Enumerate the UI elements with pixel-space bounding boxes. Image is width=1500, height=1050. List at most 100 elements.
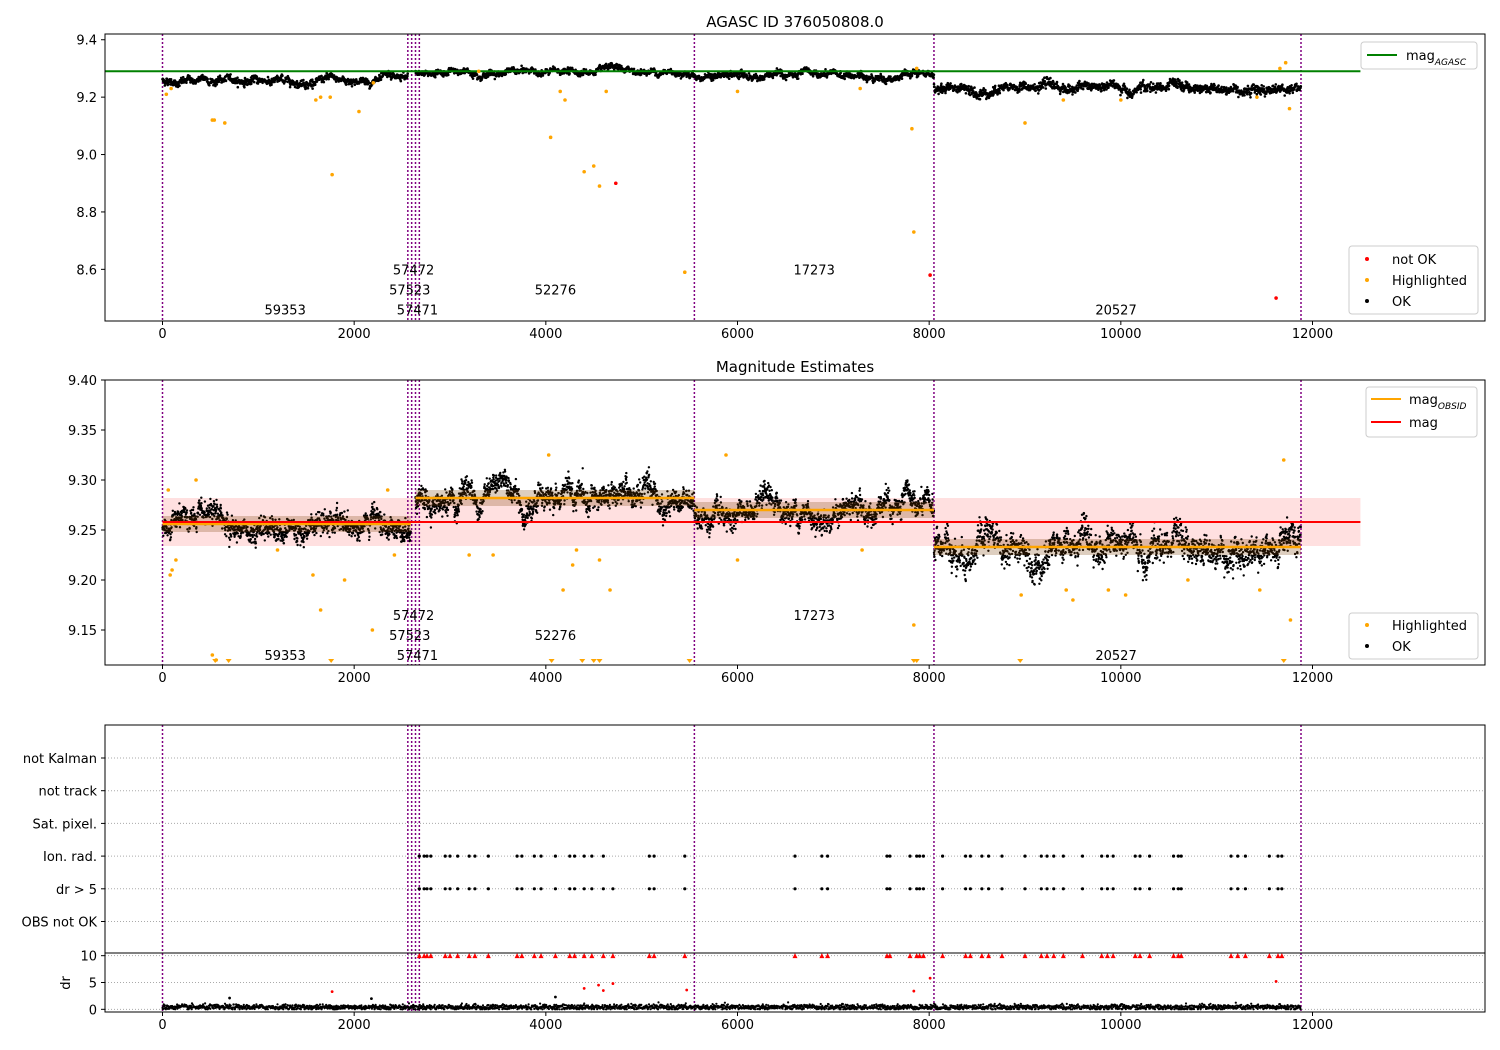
ok-point	[181, 75, 185, 79]
ok-point	[1049, 76, 1052, 80]
ok-point	[315, 531, 318, 535]
ok-point	[520, 64, 523, 68]
ok-point	[185, 511, 188, 514]
ok-point	[747, 72, 751, 75]
x-tick-label: 6000	[721, 327, 754, 342]
ok-point	[203, 511, 206, 514]
ok-point	[1112, 79, 1116, 82]
ok-point	[1068, 84, 1071, 88]
ok-point	[1100, 89, 1103, 92]
ok-point	[1295, 82, 1298, 86]
ok-point	[1180, 81, 1184, 84]
ok-point	[932, 82, 936, 86]
ok-point	[1225, 86, 1228, 89]
highlighted-point	[1283, 60, 1288, 65]
ok-point	[910, 74, 914, 78]
highlighted-point	[222, 121, 227, 125]
ok-point	[302, 546, 305, 549]
highlighted-point	[548, 135, 553, 140]
highlighted-point	[314, 98, 318, 102]
ok-point	[320, 74, 323, 78]
obsid-label: 20527	[1095, 304, 1136, 319]
ok-point	[1290, 84, 1293, 87]
ok-point	[253, 534, 256, 537]
ok-point	[711, 78, 715, 82]
ok-point	[313, 533, 316, 537]
ok-point	[1167, 84, 1171, 87]
ok-point	[329, 511, 332, 514]
ok-point	[229, 73, 232, 76]
ok-point	[254, 546, 257, 549]
ok-point	[967, 84, 970, 88]
ok-point	[255, 535, 259, 538]
ok-point	[273, 80, 276, 84]
highlighted-point	[682, 270, 687, 275]
ok-point	[228, 75, 232, 78]
ok-point	[220, 511, 223, 514]
p1-legend2-ok: OK	[1392, 295, 1411, 310]
notok-point	[928, 273, 932, 277]
ok-point	[1262, 87, 1266, 91]
ok-point	[235, 541, 239, 544]
ok-point	[334, 80, 338, 83]
ok-point	[169, 78, 173, 81]
highlighted-point	[318, 95, 323, 99]
ok-point	[932, 76, 935, 79]
highlighted-point	[597, 184, 602, 188]
ok-point	[323, 508, 326, 511]
ok-point	[493, 77, 497, 81]
ok-point	[299, 544, 302, 547]
ok-point	[1078, 79, 1081, 83]
ok-point	[1071, 93, 1074, 96]
highlighted-point	[371, 80, 376, 85]
ok-point	[217, 80, 221, 83]
notok-point	[1274, 296, 1278, 300]
ok-point	[282, 539, 285, 542]
ok-point	[487, 73, 491, 77]
ok-point	[1055, 80, 1059, 84]
ok-point	[215, 505, 219, 508]
ok-point	[1246, 84, 1250, 88]
ok-point	[319, 534, 322, 538]
ok-point	[302, 78, 305, 82]
ok-point	[1135, 90, 1138, 94]
highlighted-point	[1023, 121, 1027, 125]
ok-point	[1006, 84, 1009, 87]
ok-point	[949, 82, 952, 85]
ok-point	[1120, 91, 1124, 94]
highlighted-point	[563, 98, 567, 102]
ok-point	[171, 509, 174, 512]
highlighted-point	[164, 92, 169, 97]
y-tick-label: 8.8	[76, 206, 97, 221]
ok-point	[1041, 86, 1045, 89]
ok-point	[166, 78, 169, 81]
ok-point	[179, 76, 183, 80]
ok-point	[224, 79, 228, 83]
highlighted-point	[914, 66, 919, 71]
ok-point	[313, 83, 317, 86]
ok-point	[406, 72, 410, 75]
ok-point	[1058, 92, 1062, 96]
highlighted-point	[476, 69, 481, 74]
magnitude-estimates-panel: Magnitude Estimates 59353574725752357471…	[68, 358, 1486, 686]
ok-point	[1125, 87, 1129, 90]
ok-point	[267, 535, 270, 538]
ok-point	[296, 540, 299, 543]
p1-legend-label: mag	[1406, 49, 1435, 64]
ok-point	[1126, 96, 1129, 100]
ok-point	[932, 73, 936, 76]
ok-point	[288, 78, 291, 81]
ok-point	[620, 64, 623, 68]
ok-point	[295, 79, 299, 83]
ok-point	[456, 73, 460, 77]
y-tick-label: 9.4	[76, 34, 97, 49]
ok-point	[261, 81, 264, 85]
p1-legend-bottom: not OK Highlighted OK	[1348, 245, 1479, 315]
ok-point	[288, 85, 292, 89]
ok-point	[285, 535, 288, 538]
ok-point	[1299, 85, 1303, 88]
ok-point	[236, 85, 240, 89]
ok-point	[1243, 94, 1246, 97]
ok-point	[343, 510, 346, 513]
